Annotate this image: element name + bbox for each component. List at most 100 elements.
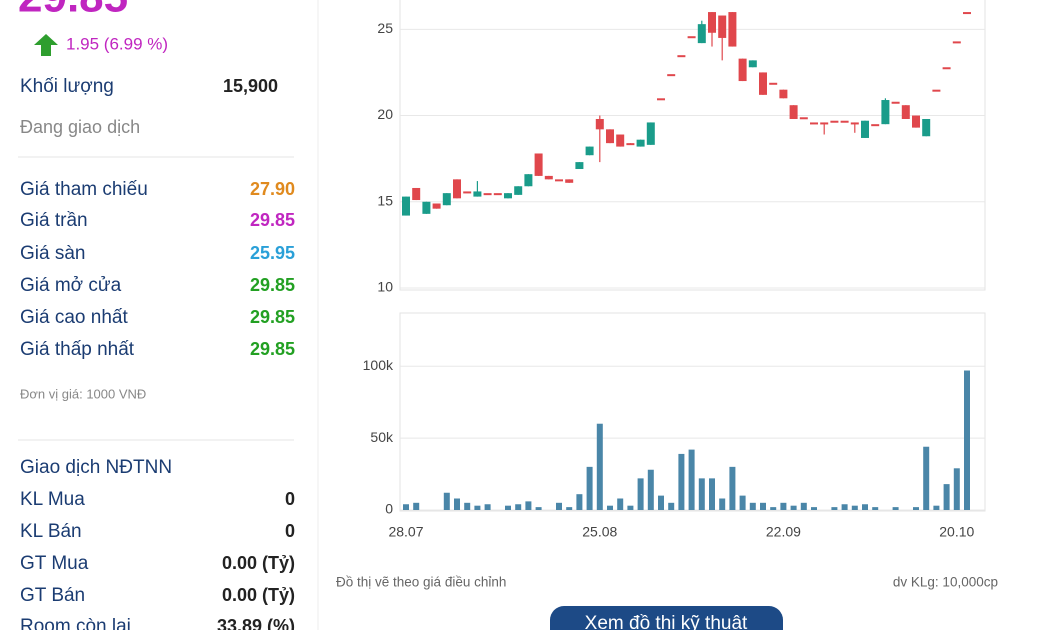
volume-bar [474, 505, 481, 510]
technical-chart-button[interactable] [550, 606, 783, 630]
volume-bar [607, 505, 613, 510]
volume-bar [637, 478, 644, 510]
volume-bar [525, 501, 532, 510]
volume-bar [760, 502, 766, 510]
volume-bar [698, 478, 705, 510]
candle-body [779, 89, 788, 99]
change: 1.95 (6.99 %) [66, 34, 168, 53]
button-label[interactable]: Xem đồ thị kỹ thuật [585, 613, 748, 630]
price-panel [399, 0, 986, 291]
candle-body [952, 41, 961, 44]
note-left: Đồ thị vẽ theo giá điều chỉnh [336, 575, 506, 590]
price-value: 29.85 [250, 210, 295, 230]
volume-bar [933, 505, 940, 510]
foreign-label: KL Bán [20, 521, 82, 542]
volume-bar [780, 502, 787, 510]
candle-body [728, 12, 737, 47]
y-tick-label: 15 [377, 192, 393, 208]
volume-bar [443, 492, 450, 510]
candle-body [830, 120, 839, 123]
volume-bar [484, 504, 491, 510]
candle-body [963, 12, 971, 15]
volume-bar [617, 498, 624, 510]
candle-body [789, 105, 798, 119]
volume-bar [790, 505, 797, 510]
candle-body [504, 193, 512, 199]
volume-bar [515, 504, 522, 510]
volume-bar [596, 423, 603, 510]
volume: 15,900 [223, 76, 278, 96]
candle-body [871, 124, 880, 127]
volume-bar [658, 495, 664, 510]
y-tick-label: 0 [385, 501, 393, 517]
volume-bar [851, 505, 858, 510]
volume-bar [739, 495, 746, 510]
volume-bar [627, 505, 634, 510]
volume-bar [800, 502, 807, 510]
price-label: Giá thấp nhất [20, 339, 135, 360]
candle-body [606, 129, 614, 144]
foreign-label: GT Mua [20, 553, 89, 574]
volume-label: Khối lượng [20, 76, 114, 97]
candle-body [565, 179, 574, 183]
volume-panel [399, 312, 986, 512]
candle-body [799, 117, 808, 120]
candle-body [922, 118, 931, 137]
foreign-label: Room còn lại [20, 616, 131, 630]
candle-body [810, 122, 818, 125]
candle-body [473, 191, 482, 197]
volume-bar [923, 446, 930, 510]
candle-body [677, 55, 686, 58]
candle-body [657, 98, 665, 101]
volume-bar [576, 494, 583, 510]
volume-bar [709, 478, 715, 510]
y-tick-label: 25 [377, 20, 393, 36]
price-value: 29.85 [250, 339, 295, 359]
foreign-value: 0 [285, 521, 295, 541]
candle-body [493, 193, 502, 196]
volume-bar [505, 505, 511, 510]
foreign-value: 0 [285, 489, 295, 509]
volume-bar [811, 507, 817, 510]
foreign-value: 0.00 (Tỷ) [222, 585, 295, 605]
volume-bar [862, 504, 868, 510]
volume-bar [464, 502, 471, 510]
candle-body [697, 24, 706, 44]
x-tick-label: 22.09 [766, 524, 801, 540]
candle-body [585, 146, 594, 156]
candle-body [432, 203, 441, 209]
candle-body [861, 120, 869, 138]
note-right: dv KLg: 10,000cp [893, 575, 998, 590]
candle-body [514, 186, 523, 195]
candle-body [932, 89, 941, 92]
candle-body [453, 179, 461, 199]
candle-body [718, 15, 727, 38]
volume-bar [749, 502, 756, 510]
foreign-label: KL Mua [20, 489, 85, 510]
x-tick-label: 25.08 [582, 524, 617, 540]
y-tick-label: 10 [377, 279, 393, 295]
price: 29.85 [18, 0, 128, 22]
candle-body [412, 187, 421, 201]
candle-body [687, 36, 696, 39]
volume-bar [729, 466, 736, 510]
foreign-value: 33.89 (%) [217, 616, 295, 630]
volume-bar [719, 498, 726, 510]
volume-bar [688, 449, 695, 510]
candle-body [667, 74, 676, 77]
price-label: Giá tham chiếu [20, 179, 148, 200]
candle-body [636, 139, 645, 147]
volume-bar [831, 507, 838, 510]
candle-body [595, 118, 604, 130]
price-label: Giá mở cửa [20, 275, 122, 296]
volume-bar [953, 468, 960, 510]
up-arrow [34, 34, 58, 56]
x-tick-label: 28.07 [388, 524, 423, 540]
volume-bar [872, 507, 879, 510]
candle-body [912, 115, 920, 128]
candle-body [422, 201, 431, 214]
candle-body [942, 67, 951, 70]
volume-bar [403, 504, 409, 510]
volume-bar [535, 507, 542, 510]
